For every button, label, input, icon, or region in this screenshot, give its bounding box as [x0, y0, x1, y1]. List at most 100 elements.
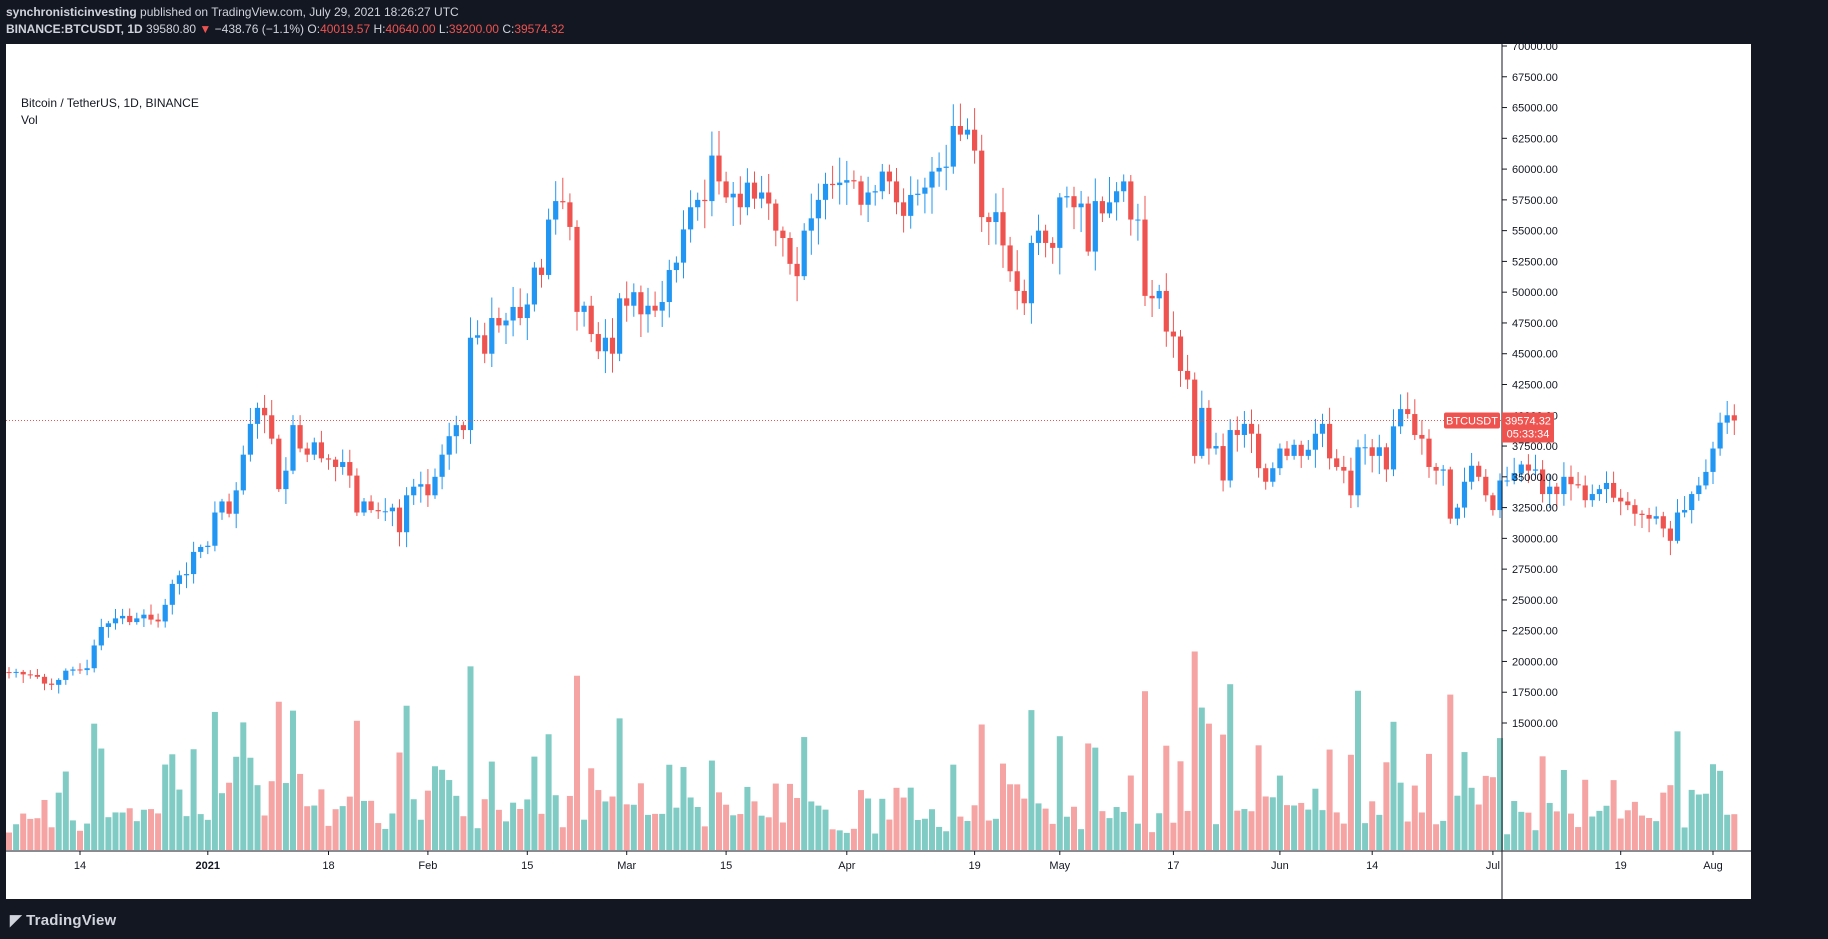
time-tick-label: May [1049, 860, 1070, 872]
candle-body [865, 192, 871, 205]
candle-body [269, 415, 275, 439]
volume-bar [1220, 734, 1227, 850]
volume-bar [77, 830, 83, 850]
candle-body [666, 270, 672, 303]
candle-body [794, 263, 800, 277]
volume-bar [453, 795, 460, 850]
candle-body [567, 202, 573, 227]
candle-body [1163, 290, 1169, 332]
candle-body [1284, 448, 1290, 456]
candle-body [1582, 485, 1588, 501]
volume-bar [581, 819, 588, 850]
candle-body [375, 510, 381, 512]
volume-bar [325, 825, 332, 850]
price-tick-label: 15000.00 [1512, 718, 1558, 730]
price-tag-value: 39574.32 [1505, 416, 1551, 428]
volume-bar [1284, 805, 1290, 850]
candle-body [1028, 242, 1034, 304]
candle-body [1241, 423, 1247, 435]
volume-bar [1610, 780, 1617, 850]
volume-bar [62, 771, 69, 850]
candle-body [1227, 430, 1233, 481]
volume-bar [219, 793, 225, 850]
candle-body [709, 155, 715, 202]
candle-body [553, 201, 559, 220]
candle-body [489, 318, 495, 354]
candle-body [1007, 245, 1013, 272]
volume-bar [1035, 803, 1042, 850]
candle-body [141, 614, 147, 619]
candle-body [822, 183, 829, 200]
candle-body [1000, 212, 1006, 246]
time-tick-label: 19 [968, 860, 980, 872]
candle-body [1724, 415, 1730, 423]
chart-pane[interactable]: 15000.00 17500.00 20000.00 22500.00 25000.00… [6, 44, 1751, 899]
candle-body [112, 618, 119, 624]
price-tick-label: 55000.00 [1512, 226, 1558, 238]
volume-bar [410, 799, 417, 850]
candle-body [1156, 290, 1162, 299]
volume-bar [204, 819, 211, 850]
volume-bar [1333, 812, 1340, 850]
volume-bar [943, 831, 950, 850]
volume-bar [1056, 736, 1063, 850]
candle-body [1192, 379, 1198, 456]
volume-bar [1504, 834, 1511, 850]
candle-body [688, 207, 694, 230]
time-tick-label: 15 [720, 860, 732, 872]
candle-body [1625, 501, 1631, 506]
volume-bar [1710, 764, 1716, 850]
volume-bar [1042, 808, 1049, 850]
candle-body [901, 202, 907, 216]
volume-bar [1362, 823, 1369, 850]
volume-bar [1326, 749, 1333, 850]
candle-body [1234, 430, 1240, 435]
candlestick-chart[interactable]: 15000.00 17500.00 20000.00 22500.00 25000.00… [6, 44, 1751, 899]
volume-bar [1298, 802, 1305, 850]
volume-bar [950, 764, 957, 850]
candle-body [425, 484, 431, 496]
candle-body [1682, 510, 1688, 513]
volume-bar [1276, 775, 1283, 850]
candle-body [219, 501, 225, 513]
tradingview-logo[interactable]: ◤ TradingView [10, 911, 116, 929]
volume-bar [240, 722, 247, 850]
publisher-name[interactable]: synchronisticinvesting [6, 5, 137, 19]
volume-bar [758, 815, 765, 850]
candle-body [467, 337, 474, 431]
open-label: O: [307, 22, 321, 36]
candle-body [1731, 415, 1737, 421]
volume-bar [481, 799, 488, 850]
candle-body [602, 337, 608, 352]
candle-body [517, 306, 523, 319]
volume-bar [985, 820, 992, 850]
volume-bar [680, 767, 687, 850]
candle-body [510, 306, 516, 321]
candle-body [808, 218, 814, 231]
volume-bar [1063, 816, 1070, 850]
volume-bar [1617, 818, 1624, 850]
candle-body [1518, 464, 1524, 474]
candle-body [680, 229, 687, 263]
volume-bar [673, 807, 680, 850]
volume-bar [1667, 785, 1674, 850]
volume-bar [1355, 690, 1361, 850]
volume-bar [119, 812, 126, 850]
brand-name: TradingView [26, 912, 117, 929]
time-tick-label: 18 [322, 860, 334, 872]
candle-body [546, 219, 552, 275]
volume-bar [105, 817, 112, 850]
candle-body [936, 167, 942, 172]
time-tick-label: Mar [617, 860, 636, 872]
volume-bar [55, 792, 62, 850]
volume-bar [1184, 810, 1191, 850]
volume-bar [247, 757, 254, 850]
high-value: 40640.00 [385, 22, 436, 36]
volume-bar [616, 718, 623, 850]
ohlc-line: BINANCE:BTCUSDT, 1D 39580.80 ▼ −438.76 (… [6, 22, 564, 36]
volume-bar [1426, 753, 1432, 850]
volume-bar [630, 804, 637, 850]
candle-body [1554, 486, 1560, 495]
volume-bar [183, 816, 190, 850]
candle-body [1170, 331, 1176, 337]
